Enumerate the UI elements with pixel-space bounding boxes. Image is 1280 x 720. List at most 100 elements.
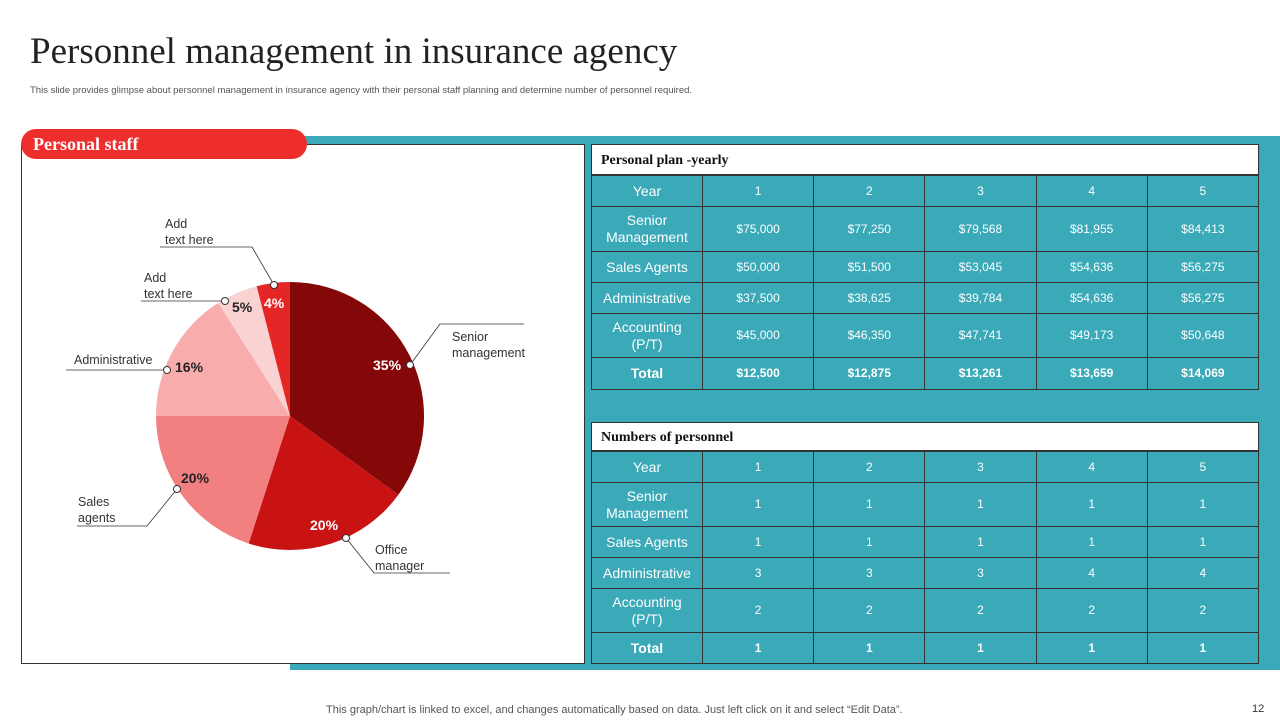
table-cell: 3 (813, 557, 926, 589)
leader-dot-office-manager (342, 534, 350, 542)
table-cell: 1 (813, 526, 926, 558)
table-cell: 1 (813, 632, 926, 664)
callout-sales-agents: Sales agents (78, 495, 116, 525)
table-cell: 1 (1146, 482, 1260, 527)
pie-slice-senior-management-0 (290, 282, 424, 495)
personal-plan-table: Personal plan -yearly Year 1 2 3 4 5 Sen… (591, 144, 1260, 390)
callout-add-text-4: Add text here (165, 217, 214, 247)
row-label: Sales Agents (591, 526, 703, 558)
table-cell: 1 (924, 526, 1037, 558)
personal-plan-heading: Personal plan -yearly (591, 144, 1259, 175)
table-cell: 1 (1035, 482, 1148, 527)
table-cell: $12,500 (701, 357, 815, 390)
table-cell: 5 (1146, 451, 1260, 483)
table-cell: 1 (1146, 632, 1260, 664)
footer-note: This graph/chart is linked to excel, and… (326, 704, 903, 716)
callout-office-manager: Office manager (375, 543, 425, 573)
table-cell: $77,250 (813, 206, 926, 252)
slide-subtitle: This slide provides glimpse about person… (30, 85, 693, 96)
table-row-total: Total $12,500 $12,875 $13,261 $13,659 $1… (591, 357, 1260, 390)
leader-dot-sales-agents (173, 485, 181, 493)
page-number: 12 (1252, 703, 1265, 715)
table-cell: $79,568 (924, 206, 1037, 252)
table-cell: 3 (701, 557, 815, 589)
table-cell: $54,636 (1035, 282, 1148, 314)
table-cell: 1 (701, 175, 815, 207)
slice-label-office-manager: 20% (310, 517, 339, 533)
table-cell: 4 (1035, 451, 1148, 483)
table-cell: 4 (1146, 557, 1260, 589)
leader-office-manager (345, 537, 450, 574)
table-cell: $39,784 (924, 282, 1037, 314)
table-row: Senior Management 1 1 1 1 1 (591, 482, 1260, 527)
slice-label-senior-management: 35% (373, 357, 402, 373)
table-cell: 1 (701, 482, 815, 527)
table-cell: 1 (924, 632, 1037, 664)
table-row: Administrative $37,500 $38,625 $39,784 $… (591, 282, 1260, 314)
leader-dot-administrative (163, 366, 171, 374)
slice-label-add-text-4: 4% (264, 295, 285, 311)
table-row: Year 1 2 3 4 5 (591, 175, 1260, 207)
table-cell: $46,350 (813, 313, 926, 358)
pie-chart: 35% 20% 20% 16% 5% 4% (66, 246, 524, 574)
table-cell: 2 (701, 588, 815, 633)
table-cell: 1 (924, 482, 1037, 527)
table-cell: 4 (1035, 175, 1148, 207)
table-cell: $47,741 (924, 313, 1037, 358)
table-cell: 2 (1146, 588, 1260, 633)
table-cell: 4 (1035, 557, 1148, 589)
table-cell: $50,000 (701, 251, 815, 283)
table-cell: $56,275 (1146, 282, 1260, 314)
table-cell: 1 (813, 482, 926, 527)
table-row: Administrative 3 3 3 4 4 (591, 557, 1260, 589)
table-cell: $54,636 (1035, 251, 1148, 283)
table-cell: 1 (701, 451, 815, 483)
table-cell: $84,413 (1146, 206, 1260, 252)
table-cell: 2 (813, 451, 926, 483)
slice-label-sales-agents: 20% (181, 470, 210, 486)
leader-dot-add-text-4 (270, 281, 278, 289)
table-cell: 1 (701, 632, 815, 664)
table-cell: $13,261 (924, 357, 1037, 390)
callout-administrative: Administrative (74, 353, 153, 367)
row-label: Year (591, 451, 703, 483)
row-label: Senior Management (591, 482, 703, 527)
table-cell: $14,069 (1146, 357, 1260, 390)
table-cell: 1 (701, 526, 815, 558)
table-cell: $49,173 (1035, 313, 1148, 358)
table-cell: $50,648 (1146, 313, 1260, 358)
numbers-of-personnel-heading: Numbers of personnel (591, 422, 1259, 451)
table-row: Year 1 2 3 4 5 (591, 451, 1260, 483)
leader-add-text-4 (160, 246, 275, 286)
slide-title: Personnel management in insurance agency (30, 31, 678, 72)
callout-add-text-5: Add text here (144, 271, 193, 301)
table-cell: 1 (1035, 632, 1148, 664)
table-cell: 3 (924, 557, 1037, 589)
personal-staff-heading: Personal staff (21, 129, 307, 159)
table-row: Accounting (P/T) $45,000 $46,350 $47,741… (591, 313, 1260, 358)
slice-label-administrative: 16% (175, 359, 204, 375)
table-cell: $12,875 (813, 357, 926, 390)
table-cell: $81,955 (1035, 206, 1148, 252)
table-row: Accounting (P/T) 2 2 2 2 2 (591, 588, 1260, 633)
table-cell: $38,625 (813, 282, 926, 314)
row-label: Year (591, 175, 703, 207)
table-cell: $13,659 (1035, 357, 1148, 390)
table-cell: $56,275 (1146, 251, 1260, 283)
table-row: Sales Agents 1 1 1 1 1 (591, 526, 1260, 558)
leader-dot-add-text-5 (221, 297, 229, 305)
slice-label-add-text-5: 5% (232, 299, 253, 315)
table-cell: 2 (813, 175, 926, 207)
pie-slice-sales-agents-2 (156, 416, 290, 544)
table-cell: 2 (924, 588, 1037, 633)
numbers-of-personnel-table: Numbers of personnel Year 1 2 3 4 5 Seni… (591, 422, 1260, 664)
row-label: Senior Management (591, 206, 703, 252)
row-label: Accounting (P/T) (591, 588, 703, 633)
table-row: Sales Agents $50,000 $51,500 $53,045 $54… (591, 251, 1260, 283)
table-cell: $37,500 (701, 282, 815, 314)
row-label: Total (591, 632, 703, 664)
pie-slice-administrative-3 (156, 302, 290, 416)
leader-sales-agents (77, 488, 178, 527)
row-label: Administrative (591, 557, 703, 589)
table-cell: $75,000 (701, 206, 815, 252)
